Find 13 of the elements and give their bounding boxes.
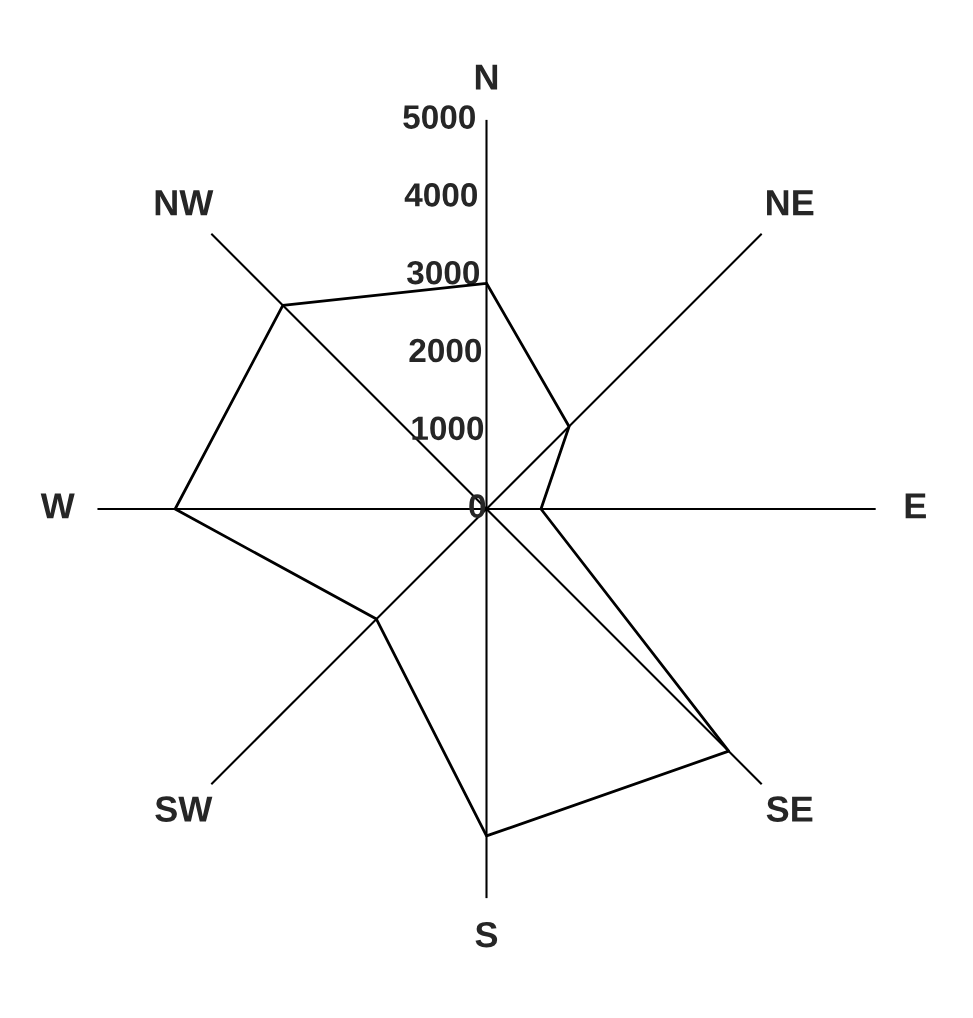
y-tick-label: 1000 — [412, 416, 484, 441]
y-tick-label: 2000 — [409, 338, 482, 363]
spoke-label: S — [475, 921, 498, 948]
y-tick-label: 4000 — [404, 183, 477, 207]
y-tick-label: 3000 — [407, 260, 480, 285]
spoke-label: N — [475, 64, 498, 90]
spoke-label: W — [40, 493, 75, 519]
y-tick-label: 5000 — [403, 105, 475, 129]
spoke-label: SE — [766, 796, 813, 822]
spoke-label: E — [905, 493, 926, 519]
spoke-label: NW — [155, 190, 214, 216]
spoke-label: NE — [767, 190, 814, 216]
spoke-label: SW — [155, 796, 213, 822]
